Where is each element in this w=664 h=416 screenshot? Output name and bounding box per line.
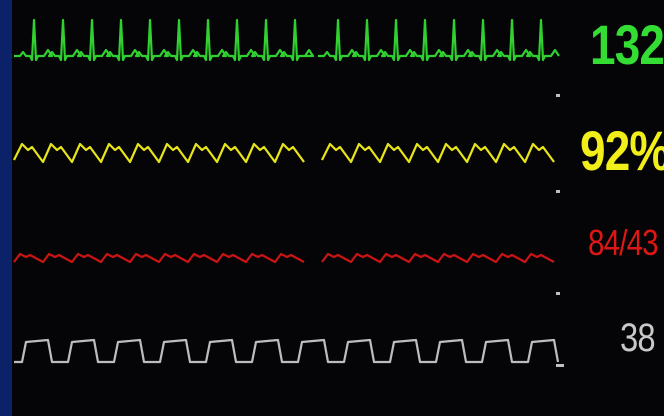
scale-tick — [556, 292, 560, 295]
spo2-value: 92% — [580, 119, 664, 182]
pleth-waveform — [13, 142, 555, 164]
scale-tick — [556, 190, 560, 193]
scale-tick — [556, 94, 560, 97]
arterial-pressure-waveform — [13, 252, 555, 264]
etco2-value: 38 — [620, 316, 656, 360]
blood-pressure-value: 84/43 — [588, 222, 659, 263]
scale-tick — [556, 364, 564, 367]
capnography-waveform — [14, 338, 560, 364]
heart-rate-value: 132 — [590, 13, 664, 76]
ecg-waveform — [14, 18, 560, 62]
